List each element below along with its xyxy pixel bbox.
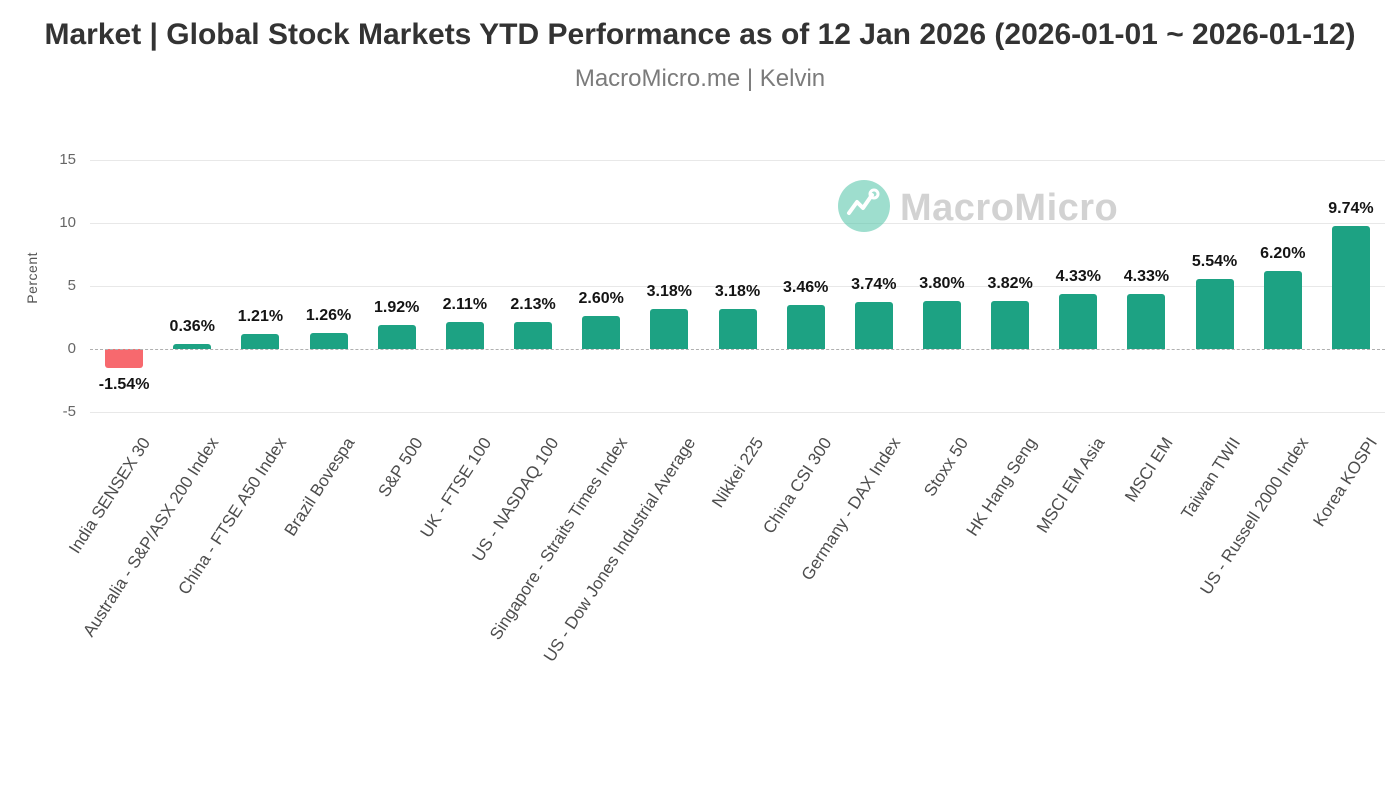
bar xyxy=(1263,270,1302,349)
x-axis-label: Nikkei 225 xyxy=(708,434,768,511)
x-axis-label: Singapore - Straits Times Index xyxy=(486,434,632,644)
bar-value-label: 1.92% xyxy=(374,298,420,316)
bar xyxy=(1195,279,1234,349)
bar-value-label: 3.82% xyxy=(987,274,1033,292)
gridline xyxy=(90,412,1385,413)
x-axis-label: UK - FTSE 100 xyxy=(416,434,495,542)
y-tick-label: -5 xyxy=(62,403,76,420)
bar-value-label: 3.80% xyxy=(919,275,965,293)
bar-value-label: -1.54% xyxy=(98,376,150,394)
y-tick-label: 0 xyxy=(67,340,76,357)
bar-value-label: 2.60% xyxy=(578,290,624,308)
bar-value-label: 6.20% xyxy=(1260,244,1306,262)
x-axis-label: Korea KOSPI xyxy=(1309,434,1381,530)
bar xyxy=(854,301,893,349)
bar-value-label: 2.11% xyxy=(442,296,488,314)
bar xyxy=(718,308,757,349)
plot-area: 15 10 5 0 -5 -1.54% India SENSEX 30 0.36% Austra… xyxy=(59,151,1385,665)
x-axis-label: Brazil Bovespa xyxy=(280,434,359,540)
bar xyxy=(173,344,212,349)
macromicro-logo-icon xyxy=(838,180,890,237)
chart-title: Market | Global Stock Markets YTD Perfor… xyxy=(44,18,1356,51)
bar xyxy=(1059,294,1098,349)
x-axis-label: US - Dow Jones Industrial Average xyxy=(539,434,700,666)
x-axis-label: Stoxx 50 xyxy=(919,434,972,500)
bar-value-label: 1.21% xyxy=(237,307,284,325)
bar-value-label: 2.13% xyxy=(510,296,556,314)
bar-value-label: 0.36% xyxy=(169,318,215,336)
bar xyxy=(650,308,689,349)
bar-value-label: 9.74% xyxy=(1328,200,1374,218)
bar-value-label: 3.18% xyxy=(646,282,693,300)
bar-value-label: 3.74% xyxy=(851,275,897,293)
bar xyxy=(786,305,825,349)
chart-subtitle: MacroMicro.me | Kelvin xyxy=(574,65,826,92)
gridline xyxy=(90,286,1385,287)
x-axis-label: MSCI EM xyxy=(1120,434,1177,506)
bar xyxy=(445,322,484,349)
gridline xyxy=(90,223,1385,224)
bar-value-label: 3.46% xyxy=(782,279,829,297)
bar xyxy=(1127,294,1166,349)
bar-value-label: 4.33% xyxy=(1055,268,1101,286)
bar-value-label: 4.33% xyxy=(1123,268,1170,286)
bar xyxy=(991,300,1030,349)
bar xyxy=(241,333,280,349)
bar xyxy=(105,349,144,369)
y-tick-label: 5 xyxy=(67,277,76,294)
y-tick-label: 15 xyxy=(59,151,76,168)
bar xyxy=(582,316,621,349)
bar xyxy=(377,324,416,349)
y-tick-label: 10 xyxy=(59,214,76,231)
x-axis-label: MSCI EM Asia xyxy=(1032,434,1109,537)
gridline xyxy=(90,160,1385,161)
x-axis-label: Australia - S&P/ASX 200 Index xyxy=(79,434,223,641)
x-axis-label: Taiwan TWII xyxy=(1177,434,1245,523)
watermark-text: MacroMicro xyxy=(900,187,1119,229)
bar xyxy=(1331,226,1370,349)
watermark: MacroMicro xyxy=(838,180,1118,237)
x-axis-label: HK Hang Seng xyxy=(962,434,1041,540)
bar-value-label: 5.54% xyxy=(1191,253,1238,271)
bar xyxy=(309,333,348,349)
bar xyxy=(922,301,961,349)
bar-value-label: 1.26% xyxy=(305,307,352,325)
x-axis-label: China CSI 300 xyxy=(759,434,836,538)
bar xyxy=(514,322,553,349)
zero-gridline xyxy=(90,349,1385,350)
x-axis-label: S&P 500 xyxy=(374,434,427,501)
bar-value-label: 3.18% xyxy=(714,282,761,300)
